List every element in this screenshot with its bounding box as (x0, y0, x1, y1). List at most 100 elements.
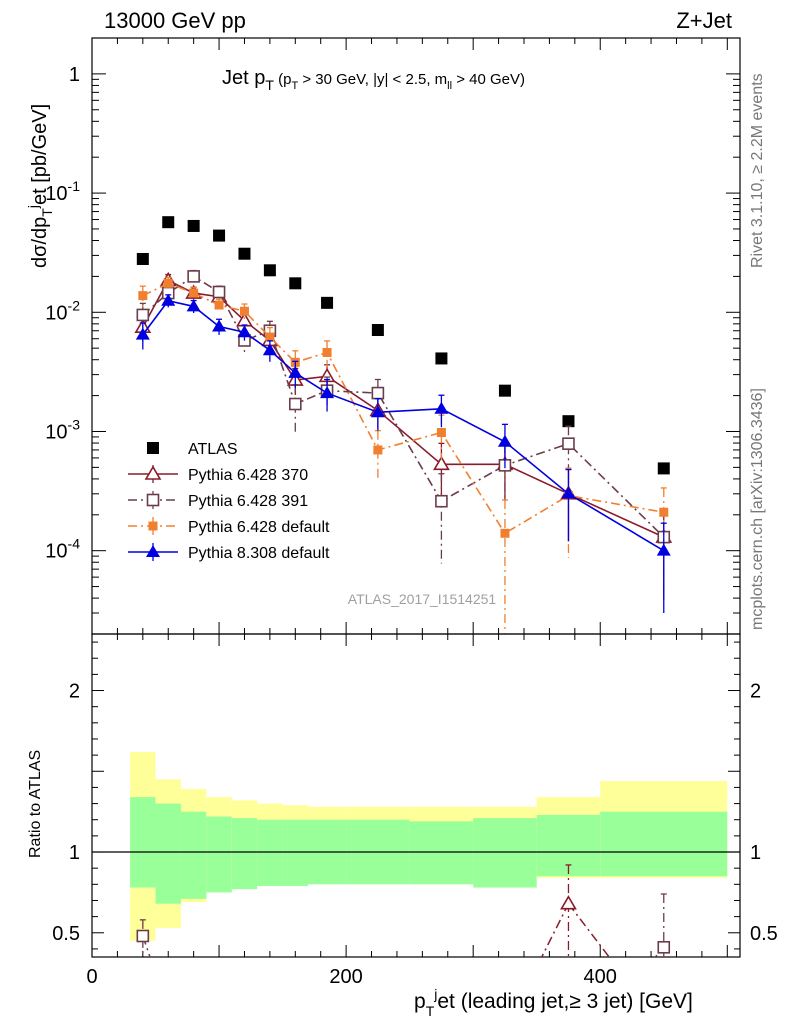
marker-square (265, 332, 275, 342)
band-green (206, 816, 232, 893)
plot-title: Jet pT (pT > 30 GeV, |y| < 2.5, mll > 40… (222, 67, 525, 93)
band-green (600, 811, 728, 877)
watermark: ATLAS_2017_I1514251 (348, 591, 497, 607)
marker-square-open (435, 494, 448, 508)
ratio-tick-label: 1 (69, 842, 80, 864)
y-tick-label: 10-4 (45, 536, 80, 563)
series-line (142, 299, 665, 552)
marker-square (214, 300, 224, 310)
ratio-tick-label: 2 (69, 681, 80, 703)
marker-triangle (656, 543, 671, 556)
marker-triangle (237, 325, 252, 338)
legend-entry-2: Pythia 6.428 391 (128, 491, 308, 510)
marker-triangle (212, 319, 227, 332)
x-axis-label: pTjet (leading jet,≥ 3 jet) [GeV] (414, 986, 693, 1019)
ratio-plot: 0 200 400 0.5 0.5 1 1 2 2 (52, 633, 778, 988)
marker-square (321, 296, 334, 309)
legend-label: Pythia 6.428 370 (188, 467, 308, 484)
marker-triangle (370, 405, 385, 418)
marker-square (498, 384, 511, 397)
marker-square-open (146, 493, 160, 507)
marker-square (436, 428, 446, 438)
marker-square (213, 229, 226, 242)
marker-square (136, 252, 149, 265)
marker-square-open (562, 437, 575, 450)
data-layer (134, 216, 673, 634)
marker-square-open (136, 308, 150, 322)
marker-triangle (161, 293, 176, 306)
marker-square (162, 216, 175, 229)
legend-label: Pythia 6.428 391 (188, 493, 308, 510)
marker-triangle (135, 327, 150, 340)
y-tick-label: 10-3 (45, 416, 80, 443)
legend-label: Pythia 8.308 default (188, 545, 330, 562)
band-green (282, 819, 308, 886)
y-axis-label: dσ/dpTjet [pb/GeV] (25, 104, 55, 268)
ratio-line (540, 903, 570, 957)
marker-square-open (187, 270, 200, 283)
mcplots-label: mcplots.cern.ch [arXiv:1306.3436] (749, 388, 766, 630)
y-tick-label: 10-2 (45, 297, 80, 324)
marker-square-open (288, 397, 302, 411)
legend-entry-0: ATLAS (147, 441, 238, 458)
marker-square-open (371, 386, 385, 400)
legend-label: ATLAS (188, 441, 238, 458)
marker-square (657, 462, 670, 475)
marker-triangle (262, 343, 277, 356)
legend-label: Pythia 6.428 default (188, 519, 330, 536)
ratio-tick-label: 2 (750, 681, 761, 703)
header-right: Z+Jet (676, 8, 732, 33)
marker-square-open (657, 941, 671, 954)
marker-square (263, 264, 276, 277)
x-tick-label: 400 (584, 966, 617, 988)
marker-square-open (136, 929, 150, 943)
legend-entry-4: Pythia 8.308 default (128, 543, 330, 562)
ratio-bands (130, 751, 728, 941)
ratio-tick-label: 0.5 (52, 923, 80, 945)
marker-square (373, 445, 383, 455)
marker-triangle-open (433, 455, 450, 471)
header-left: 13000 GeV pp (104, 8, 246, 33)
marker-triangle-open (144, 465, 162, 480)
marker-square (148, 521, 158, 531)
legend-entry-1: Pythia 6.428 370 (128, 465, 308, 484)
rivet-label: Rivet 3.1.10, ≥ 2.2M events (749, 73, 766, 268)
band-green (130, 797, 156, 888)
legend: ATLAS Pythia 6.428 370 Pythia 6.428 391 Pyt… (128, 441, 330, 562)
marker-triangle (497, 434, 512, 447)
series-4 (135, 293, 671, 614)
svg-text:dσ/dpTjet [pb/GeV]: dσ/dpTjet [pb/GeV] (25, 104, 55, 268)
ratio-tick-label: 0.5 (750, 923, 778, 945)
ratio-y-label: Ratio to ATLAS (27, 750, 44, 858)
ratio-line (567, 903, 611, 957)
band-green (231, 818, 258, 890)
marker-square (659, 507, 669, 517)
band-green (155, 803, 181, 904)
marker-square (238, 247, 251, 260)
svg-text:Jet pT (pT > 30 GeV, |y| < 2.5: Jet pT (pT > 30 GeV, |y| < 2.5, mll > 40… (222, 67, 525, 93)
band-green (257, 819, 283, 886)
marker-square (138, 291, 148, 301)
marker-square (189, 288, 199, 298)
marker-triangle (146, 545, 160, 557)
marker-square-open (212, 285, 226, 299)
band-green (180, 811, 207, 899)
marker-square (289, 277, 302, 290)
marker-square (322, 347, 332, 357)
marker-square (239, 306, 249, 316)
marker-square (147, 442, 159, 454)
marker-square (562, 415, 575, 428)
marker-triangle (561, 486, 576, 499)
x-tick-label: 0 (86, 966, 97, 988)
marker-square (163, 278, 173, 288)
marker-square (371, 324, 384, 337)
ratio-points (136, 864, 671, 957)
y-tick-label: 1 (69, 64, 80, 86)
marker-square (500, 528, 510, 538)
ratio-frame (91, 633, 741, 958)
marker-square (187, 219, 200, 232)
ratio-tick-label: 1 (750, 842, 761, 864)
marker-triangle-open (560, 895, 577, 910)
band-green (473, 818, 537, 888)
